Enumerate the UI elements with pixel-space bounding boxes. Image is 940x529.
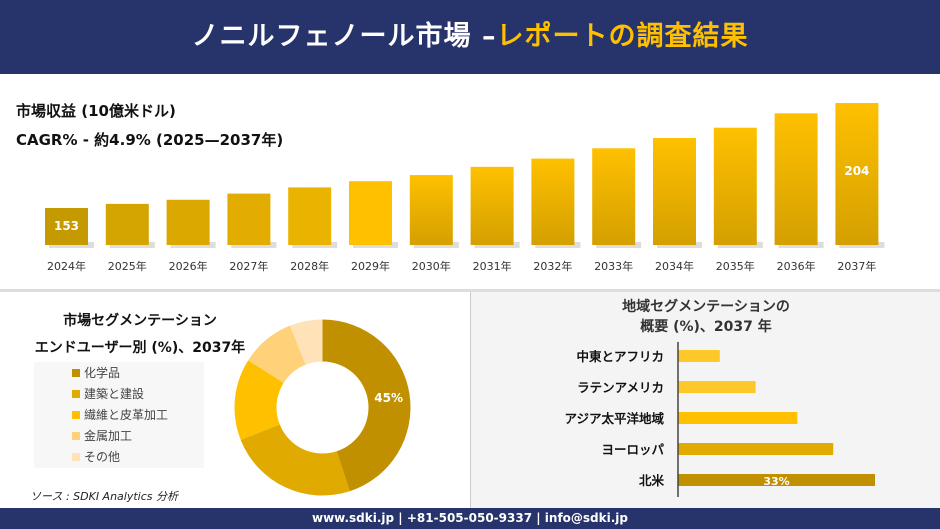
- data-label: 204: [844, 164, 869, 178]
- x-tick-label: 2024年: [47, 259, 86, 273]
- title-accent: レポートの調査結果: [496, 21, 749, 52]
- legend-item: 金属加工: [34, 425, 204, 446]
- legend-swatch: [72, 452, 80, 461]
- bar-2025年: [105, 203, 149, 245]
- bar-2037年: [835, 103, 879, 245]
- donut-slice-建築と建設: [240, 424, 350, 496]
- data-label: 45%: [374, 391, 403, 405]
- bar-2031年: [470, 166, 514, 245]
- bar-2032年: [531, 158, 575, 245]
- bar-ヨーロッパ: [678, 443, 834, 455]
- revenue-bar-chart: 2024年 153 2025年 2026年 2027年 2028年 2029年 2030年 20…: [45, 103, 885, 273]
- bar-中東とアフリカ: [678, 350, 720, 362]
- legend-item: その他: [34, 446, 204, 467]
- x-tick-label: 2028年: [290, 259, 329, 273]
- legend-item: 繊維と皮革加工: [34, 404, 204, 425]
- footer-contact: www.sdki.jp | +81-505-050-9337 | info@sd…: [0, 508, 940, 529]
- y-tick-label: ラテンアメリカ: [577, 380, 664, 395]
- x-tick-label: 2032年: [533, 259, 572, 273]
- source-note: ソース : SDKI Analytics 分析: [30, 490, 179, 503]
- x-tick-label: 2025年: [108, 259, 147, 273]
- x-tick-label: 2026年: [169, 259, 208, 273]
- y-tick-label: 中東とアフリカ: [576, 349, 664, 364]
- legend-swatch: [72, 410, 80, 419]
- bar-2029年: [349, 181, 392, 245]
- x-tick-label: 2037年: [837, 259, 876, 273]
- title-main: ノニルフェノール市場 –: [191, 21, 497, 52]
- donut-slice-金属加工: [248, 325, 306, 383]
- donut-title: 市場セグメンテーション: [63, 313, 217, 329]
- x-tick-label: 2029年: [351, 259, 390, 273]
- legend-item: 化学品: [34, 362, 204, 383]
- bar-2033年: [592, 148, 636, 245]
- legend-swatch: [72, 431, 80, 440]
- x-tick-label: 2031年: [473, 259, 512, 273]
- region-subtitle: 概要 (%)、2037 年: [640, 319, 772, 335]
- bar-2035年: [713, 127, 757, 245]
- bar-2027年: [227, 193, 271, 245]
- revenue-label: 市場収益 (10億米ドル): [16, 102, 176, 120]
- bar-2024年: [45, 208, 88, 245]
- x-tick-label: 2027年: [229, 259, 268, 273]
- bar-2034年: [653, 138, 696, 245]
- donut-slice-化学品: [322, 319, 411, 492]
- y-tick-label: 北米: [639, 473, 665, 488]
- donut-slice-その他: [290, 319, 323, 365]
- legend-item: 建築と建設: [34, 383, 204, 404]
- bar-ラテンアメリカ: [678, 381, 756, 393]
- donut-chart: 45%: [234, 319, 411, 496]
- bar-2026年: [166, 199, 210, 245]
- region-panel: 地域セグメンテーションの 概要 (%)、2037 年 中東とアフリカ ラテンアメリ…: [470, 292, 940, 508]
- donut-slice-繊維と皮革加工: [234, 360, 284, 440]
- bar-2036年: [774, 113, 818, 245]
- legend-label: その他: [84, 450, 121, 464]
- data-label: 33%: [763, 475, 789, 488]
- divider: [0, 289, 940, 292]
- x-tick-label: 2034年: [655, 259, 694, 273]
- legend-label: 金属加工: [84, 429, 133, 443]
- legend-label: 繊維と皮革加工: [84, 408, 169, 422]
- x-tick-label: 2036年: [777, 259, 816, 273]
- data-label: 153: [54, 219, 79, 233]
- donut-subtitle: エンドユーザー別 (%)、2037年: [34, 340, 246, 356]
- donut-legend: 化学品建築と建設繊維と皮革加工 金属加工その他: [34, 362, 204, 468]
- y-tick-label: ヨーロッパ: [601, 442, 664, 457]
- x-tick-label: 2030年: [412, 259, 451, 273]
- bar-2028年: [288, 187, 332, 245]
- region-title: 地域セグメンテーションの: [622, 299, 790, 315]
- x-tick-label: 2033年: [594, 259, 633, 273]
- bar-アジア太平洋地域: [678, 412, 798, 424]
- page-header: ノニルフェノール市場 –レポートの調査結果: [0, 0, 940, 74]
- legend-label: 建築と建設: [84, 387, 145, 401]
- y-tick-label: アジア太平洋地域: [564, 411, 664, 426]
- legend-swatch: [72, 368, 80, 377]
- bar-北米: [678, 474, 875, 486]
- legend-label: 化学品: [84, 366, 121, 380]
- bar-2030年: [409, 175, 453, 245]
- cagr-label: CAGR% - 約4.9% (2025—2037年): [16, 131, 284, 149]
- legend-swatch: [72, 389, 80, 398]
- x-tick-label: 2035年: [716, 259, 755, 273]
